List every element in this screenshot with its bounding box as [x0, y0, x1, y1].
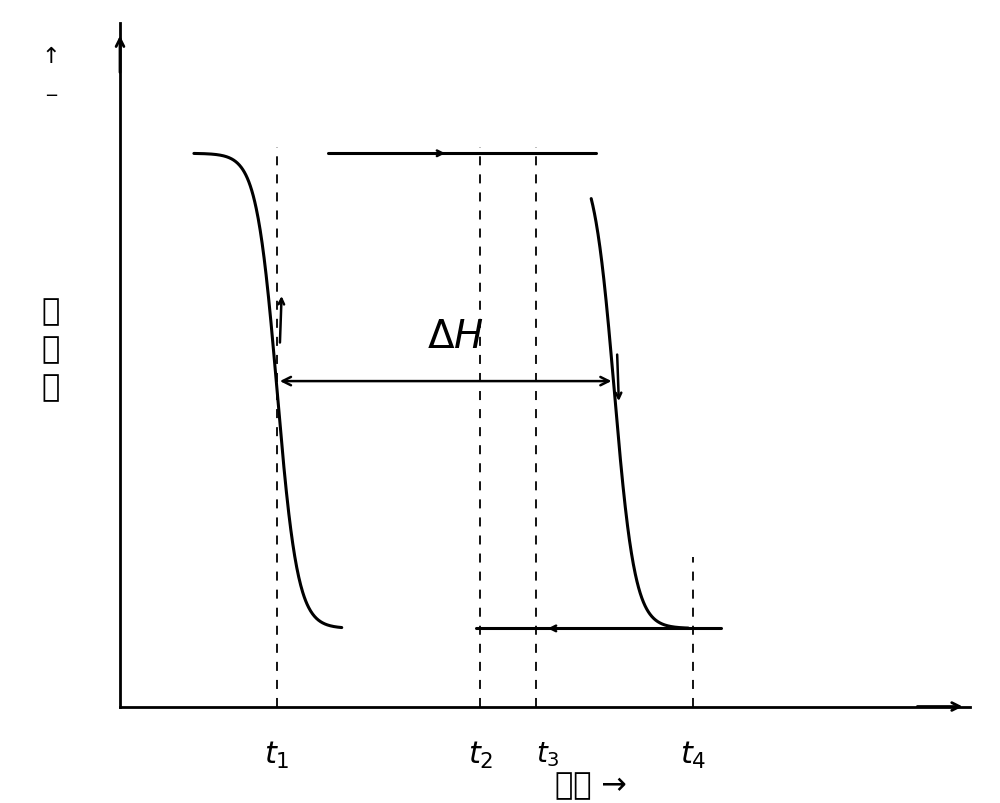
Text: ↑: ↑ [41, 47, 60, 67]
Text: 色
浓
度: 色 浓 度 [42, 296, 60, 402]
Text: $t_1$: $t_1$ [264, 739, 290, 770]
Text: $t_2$: $t_2$ [468, 739, 493, 770]
Text: $t_4$: $t_4$ [680, 739, 706, 770]
Text: $t_3$: $t_3$ [536, 739, 559, 768]
Text: 温度 →: 温度 → [555, 770, 627, 799]
Text: $\Delta H$: $\Delta H$ [427, 318, 483, 356]
Text: ─: ─ [46, 87, 56, 104]
